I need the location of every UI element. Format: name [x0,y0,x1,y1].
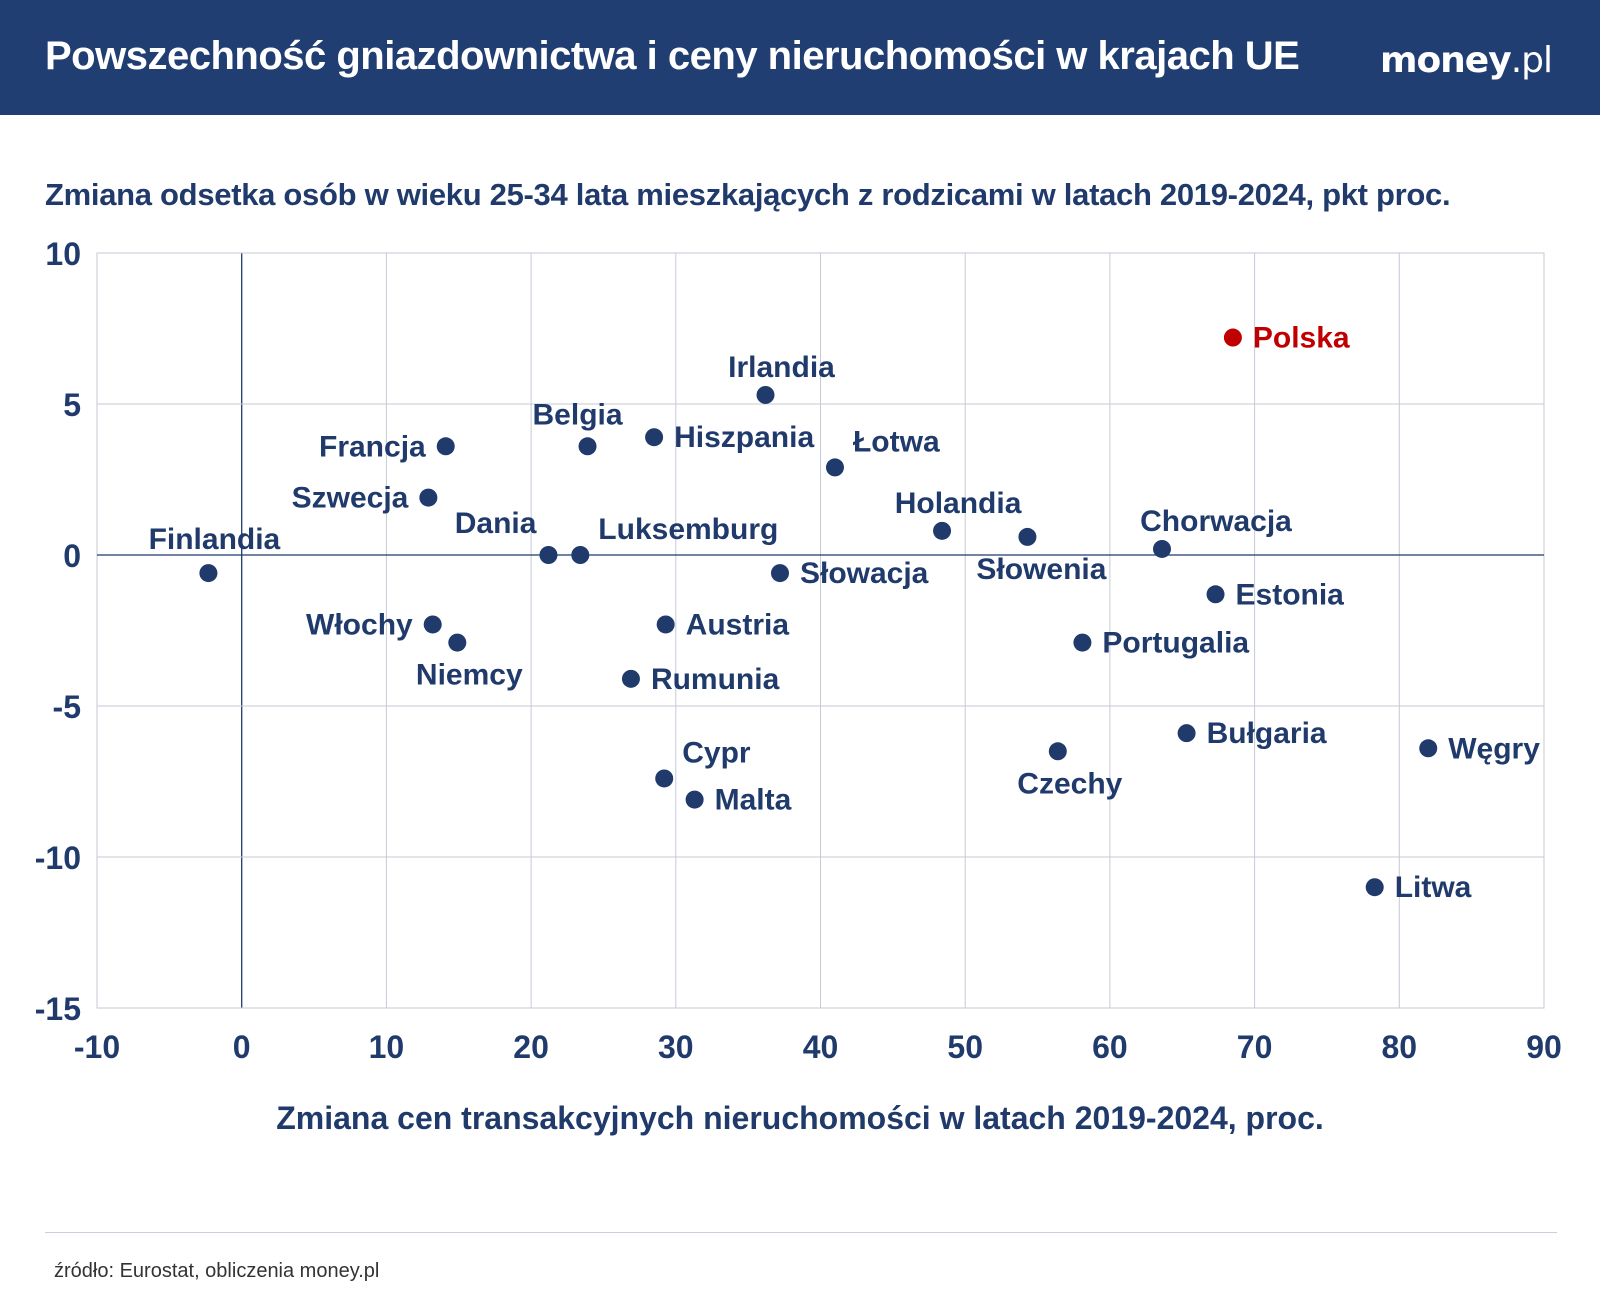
data-point [539,546,558,564]
x-axis-label: Zmiana cen transakcyjnych nieruchomości … [276,1100,1324,1136]
point-label: Łotwa [853,425,940,458]
x-tick-label: 90 [1526,1029,1562,1065]
point-label: Hiszpania [674,421,814,454]
brand-logo[interactable]: money.pl [1379,40,1553,81]
point-label: Cypr [682,736,751,769]
point-label: Chorwacja [1140,505,1292,538]
source-note: źródło: Eurostat, obliczenia money.pl [54,1260,380,1282]
data-point [199,564,218,583]
x-tick-label: 50 [947,1029,983,1065]
data-point [1177,724,1196,743]
logo-suffix: .pl [1510,40,1553,81]
data-point [770,564,789,583]
point-label: Słowacja [800,557,929,590]
page-title: Powszechność gniazdownictwa i ceny nieru… [45,34,1300,78]
data-point-highlight [1223,328,1242,347]
data-point [1073,633,1092,652]
point-label: Finlandia [149,523,281,556]
point-label: Malta [715,784,792,817]
point-label: Bułgaria [1207,717,1327,750]
data-point [419,488,438,507]
point-label: Włochy [306,608,413,641]
data-point [1365,878,1384,897]
x-tick-label: -10 [74,1029,120,1065]
point-label: Niemcy [416,659,523,692]
data-point [621,669,640,688]
point-label: Litwa [1395,871,1472,904]
x-tick-label: 30 [658,1029,694,1065]
y-tick-label: 0 [63,538,81,574]
data-point [423,615,442,634]
data-point [578,437,597,456]
data-point [685,790,704,809]
point-label: Luksemburg [598,513,778,546]
logo-main: money [1379,40,1512,81]
point-label: Portugalia [1102,627,1249,660]
y-tick-label: -15 [35,991,81,1027]
data-point [571,546,590,564]
x-tick-label: 70 [1237,1029,1273,1065]
x-tick-label: 0 [233,1029,251,1065]
data-point [1152,539,1171,558]
point-label: Czechy [1017,767,1122,800]
point-label: Francja [319,430,426,463]
x-tick-label: 10 [369,1029,405,1065]
point-label: Polska [1253,322,1350,355]
point-label: Irlandia [728,351,835,384]
data-point [436,437,455,456]
x-tick-label: 80 [1382,1029,1418,1065]
data-point [448,633,467,652]
data-point [933,521,952,540]
header-bar: Powszechność gniazdownictwa i ceny nieru… [0,0,1600,115]
scatter-chart: -10 0 10 20 30 40 50 60 70 80 901050-5-10-15Polska… [35,236,1562,1065]
data-point [825,458,844,477]
x-tick-label: 60 [1092,1029,1128,1065]
y-tick-label: 5 [63,387,81,423]
data-point [756,385,775,404]
chart-title: Zmiana odsetka osób w wieku 25-34 lata m… [45,177,1451,212]
footer-divider [45,1232,1557,1233]
x-tick-label: 20 [513,1029,549,1065]
point-label: Dania [455,507,537,540]
point-label: Słowenia [976,553,1106,586]
y-tick-label: -5 [53,689,81,725]
data-point [1018,527,1037,546]
y-tick-label: -10 [35,840,81,876]
data-point [645,428,664,447]
point-label: Szwecja [292,482,409,515]
data-point [655,769,674,788]
point-label: Węgry [1448,732,1540,765]
point-label: Belgia [533,398,623,431]
data-point [656,615,675,634]
point-label: Holandia [895,487,1022,520]
data-point [1048,742,1067,761]
x-tick-label: 40 [803,1029,839,1065]
point-label: Estonia [1236,578,1345,611]
point-label: Rumunia [651,663,780,696]
data-point [1419,739,1438,758]
y-tick-label: 10 [45,236,81,272]
data-point [1206,585,1225,604]
point-label: Austria [686,608,790,641]
